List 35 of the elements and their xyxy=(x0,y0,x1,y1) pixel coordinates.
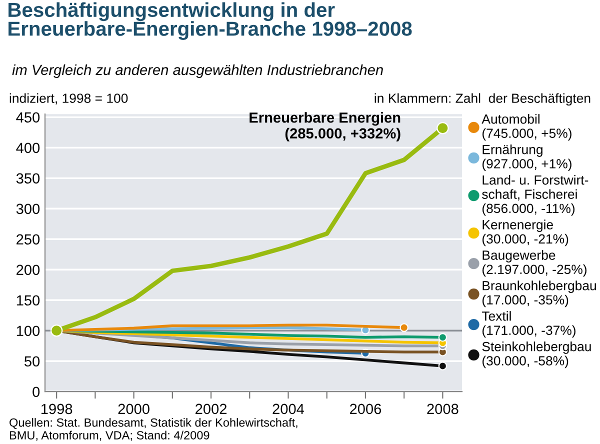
y-tick-label: 0 xyxy=(32,386,40,398)
y-tick-label: 350 xyxy=(16,173,40,184)
y-tick-label: 150 xyxy=(16,295,40,306)
x-tick-label: 2008 xyxy=(427,404,458,414)
legend-label: Braunkohlebergbau (17.000, -35%) xyxy=(482,280,596,308)
x-tick-label: 1998 xyxy=(41,404,72,414)
legend-label: Steinkohlebergbau (30.000, -58%) xyxy=(482,342,591,368)
y-tick-label: 50 xyxy=(24,356,40,367)
x-tick-label: 2000 xyxy=(118,404,150,414)
source-note: Quellen: Stat. Bundesamt, Statistik der Kohlewirtschaft, BMU, Atomforum, VDA; Stand: 4/2009 xyxy=(10,418,298,441)
y-axis-title: indiziert, 1998 = 100 xyxy=(10,93,128,104)
point xyxy=(438,362,448,370)
legend-label: Automobil (745.000, +5%) xyxy=(482,114,572,141)
x-tick-label: 2002 xyxy=(196,404,227,414)
y-tick-label: 400 xyxy=(16,142,40,154)
legend-label: Kernenergie (30.000, -21%) xyxy=(482,220,568,246)
legend-title: in Klammern: Zahl der Beschäftigten xyxy=(374,93,590,106)
x-tick-label: 2004 xyxy=(272,404,304,414)
legend-label: Baugewerbe (2.197.000, -25%) xyxy=(482,250,586,277)
annotation: Erneuerbare Energien (285.000, +332%) xyxy=(250,112,400,142)
y-tick-label: 100 xyxy=(16,326,40,336)
x-tick-label: 2006 xyxy=(350,404,382,414)
chart-title: Beschäftigungsentwicklung in der Erneuerbare-Energien-Branche 1998–2008 xyxy=(8,2,412,40)
y-tick-label: 450 xyxy=(16,112,40,123)
legend-label: Land- u. Forstwirt- schaft, Fischerei (856.000, -11%) xyxy=(482,175,588,216)
legend-label: Textil (171.000, -37%) xyxy=(482,311,576,338)
point xyxy=(436,122,449,134)
y-tick-label: 200 xyxy=(16,264,40,276)
point xyxy=(50,324,63,337)
point xyxy=(438,332,448,342)
y-tick-label: 300 xyxy=(16,204,40,214)
y-tick-label: 250 xyxy=(16,234,40,245)
point xyxy=(400,323,408,332)
legend-label: Ernährung (927.000, +1%) xyxy=(482,144,572,172)
chart-subtitle: im Vergleich zu anderen ausgewählten Industriebranchen xyxy=(12,64,383,78)
